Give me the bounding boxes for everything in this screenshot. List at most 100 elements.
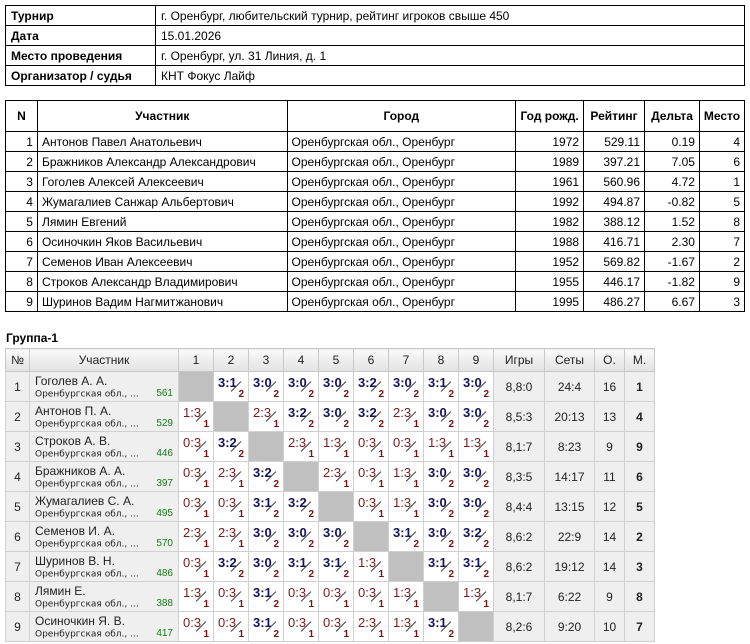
match-score-cell[interactable]: 0:3 1	[178, 611, 214, 642]
match-score-cell[interactable]: 0:3 1	[353, 431, 389, 462]
column-header[interactable]: 3	[248, 348, 284, 372]
match-score-cell[interactable]: 0:3 1	[283, 581, 319, 612]
match-score-cell[interactable]: 1:3 1	[388, 611, 424, 642]
match-score-cell[interactable]: 0:3 1	[213, 491, 249, 522]
match-score-cell[interactable]: 3:2 2	[353, 371, 389, 402]
match-score-cell[interactable]: 1:3 1	[318, 431, 354, 462]
match-score-cell[interactable]: 3:2 2	[213, 551, 249, 582]
match-score-cell[interactable]: 1:3 1	[423, 431, 459, 462]
match-score-cell[interactable]: 3:0 2	[318, 401, 354, 432]
column-header[interactable]: 8	[423, 348, 459, 372]
match-score-cell[interactable]: 1:3 1	[388, 461, 424, 492]
match-score-cell[interactable]: 3:0 2	[423, 401, 459, 432]
match-score-cell[interactable]: 3:0 2	[423, 461, 459, 492]
match-score-cell[interactable]: 0:3 1	[213, 611, 249, 642]
column-header[interactable]: 5	[318, 348, 354, 372]
match-score-cell[interactable]: 3:0 2	[318, 521, 354, 552]
column-header[interactable]: Место	[698, 100, 746, 132]
match-score-cell[interactable]: 0:3 1	[178, 461, 214, 492]
match-score-cell[interactable]: 0:3 1	[178, 491, 214, 522]
match-score-cell[interactable]: 3:0 2	[283, 371, 319, 402]
column-header[interactable]: М.	[624, 348, 655, 372]
match-score-cell[interactable]: 3:1 2	[423, 371, 459, 402]
match-score-cell[interactable]: 2:3 1	[213, 521, 249, 552]
column-header[interactable]: Игры	[493, 348, 545, 372]
match-score-cell[interactable]: 3:1 2	[388, 521, 424, 552]
match-score-cell[interactable]: 3:0 2	[458, 401, 494, 432]
participant-cell[interactable]: Жумагалиев С. А. Оренбургская обл., ... 49…	[29, 491, 179, 522]
match-score-cell[interactable]: 3:2 2	[353, 401, 389, 432]
column-header[interactable]: О.	[594, 348, 625, 372]
match-score-cell[interactable]: 0:3 1	[318, 581, 354, 612]
match-score-cell[interactable]: 2:3 1	[248, 401, 284, 432]
participant-cell[interactable]: Осиночкин Я. В. Оренбургская обл., ... 417	[29, 611, 179, 642]
match-score-cell[interactable]: 3:0 2	[458, 461, 494, 492]
participant-cell[interactable]: Шуринов В. Н. Оренбургская обл., ... 486	[29, 551, 179, 582]
match-score-cell[interactable]: 3:2 2	[458, 521, 494, 552]
match-score-cell[interactable]: 0:3 1	[283, 611, 319, 642]
column-header[interactable]: 7	[388, 348, 424, 372]
match-score-cell[interactable]: 0:3 1	[353, 461, 389, 492]
match-score-cell[interactable]: 3:2 2	[283, 401, 319, 432]
column-header[interactable]: 6	[353, 348, 389, 372]
match-score-cell[interactable]: 3:0 2	[248, 521, 284, 552]
match-score-cell[interactable]: 0:3 1	[353, 491, 389, 522]
match-score-cell[interactable]: 1:3 1	[178, 581, 214, 612]
match-score-cell[interactable]: 3:1 2	[213, 371, 249, 402]
match-score-cell[interactable]: 3:1 2	[423, 611, 459, 642]
match-score-cell[interactable]: 1:3 1	[178, 401, 214, 432]
column-header[interactable]: Рейтинг	[583, 100, 646, 132]
participant-cell[interactable]: Семенов И. А. Оренбургская обл., ... 570	[29, 521, 179, 552]
match-score-cell[interactable]: 3:2 2	[283, 491, 319, 522]
match-score-cell[interactable]: 1:3 1	[388, 581, 424, 612]
match-score-cell[interactable]: 3:0 2	[248, 371, 284, 402]
column-header[interactable]: 9	[458, 348, 494, 372]
column-header[interactable]: Сеты	[544, 348, 595, 372]
match-score-cell[interactable]: 3:0 2	[423, 491, 459, 522]
column-header[interactable]: Год рожд.	[515, 100, 585, 132]
participant-cell[interactable]: Антонов П. А. Оренбургская обл., ... 529	[29, 401, 179, 432]
match-score-cell[interactable]: 0:3 1	[213, 581, 249, 612]
participant-cell[interactable]: Бражников А. А. Оренбургская обл., ... 397	[29, 461, 179, 492]
match-score-cell[interactable]: 1:3 1	[353, 551, 389, 582]
match-score-cell[interactable]: 2:3 1	[388, 401, 424, 432]
match-score-cell[interactable]: 0:3 1	[178, 431, 214, 462]
match-score-cell[interactable]: 1:3 1	[458, 431, 494, 462]
match-score-cell[interactable]: 0:3 1	[353, 581, 389, 612]
match-score-cell[interactable]: 3:0 2	[423, 521, 459, 552]
column-header[interactable]: 4	[283, 348, 319, 372]
match-score-cell[interactable]: 0:3 1	[178, 551, 214, 582]
match-score-cell[interactable]: 1:3 1	[388, 491, 424, 522]
participant-cell[interactable]: Лямин Е. Оренбургская обл., ... 388	[29, 581, 179, 612]
match-score-cell[interactable]: 3:2 2	[213, 431, 249, 462]
match-score-cell[interactable]: 2:3 1	[283, 431, 319, 462]
match-score-cell[interactable]: 2:3 1	[213, 461, 249, 492]
match-score-cell[interactable]: 3:1 2	[318, 551, 354, 582]
column-header[interactable]: Дельта	[644, 100, 700, 132]
match-score-cell[interactable]: 3:1 2	[248, 491, 284, 522]
match-score-cell[interactable]: 3:0 2	[458, 371, 494, 402]
match-score-cell[interactable]: 3:0 2	[458, 491, 494, 522]
match-score-cell[interactable]: 2:3 1	[178, 521, 214, 552]
match-score-cell[interactable]: 2:3 1	[318, 461, 354, 492]
column-header[interactable]: 1	[178, 348, 214, 372]
match-score-cell[interactable]: 3:1 2	[248, 611, 284, 642]
column-header[interactable]: 2	[213, 348, 249, 372]
participant-cell[interactable]: Строков А. В. Оренбургская обл., ... 446	[29, 431, 179, 462]
match-score-cell[interactable]: 3:2 2	[248, 461, 284, 492]
match-score-cell[interactable]: 0:3 1	[388, 431, 424, 462]
match-score-cell[interactable]: 3:0 2	[388, 371, 424, 402]
column-header[interactable]: Участник	[29, 348, 179, 372]
match-score-cell[interactable]: 3:0 2	[318, 371, 354, 402]
match-score-cell[interactable]: 3:1 2	[458, 551, 494, 582]
match-score-cell[interactable]: 3:0 2	[283, 521, 319, 552]
column-header[interactable]: Город	[286, 100, 517, 132]
match-score-cell[interactable]: 3:1 2	[283, 551, 319, 582]
column-header[interactable]: N	[5, 100, 38, 132]
participant-cell[interactable]: Гоголев А. А. Оренбургская обл., ... 561	[29, 371, 179, 402]
match-score-cell[interactable]: 2:3 1	[353, 611, 389, 642]
column-header[interactable]: Участник	[36, 100, 288, 132]
match-score-cell[interactable]: 0:3 1	[318, 611, 354, 642]
match-score-cell[interactable]: 1:3 1	[458, 581, 494, 612]
match-score-cell[interactable]: 3:1 2	[423, 551, 459, 582]
